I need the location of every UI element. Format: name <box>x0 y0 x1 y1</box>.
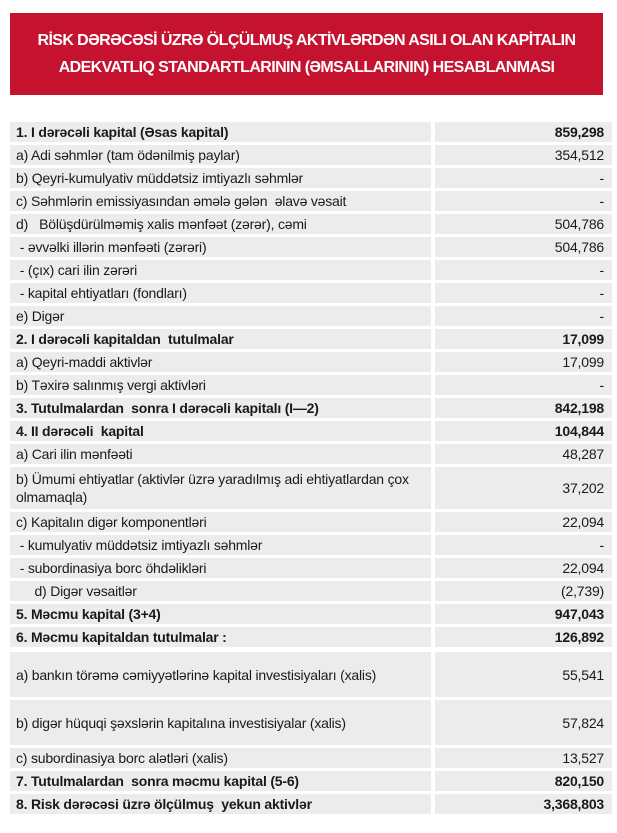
row-value: 13,527 <box>435 748 612 768</box>
table-row: c) subordinasiya borc alətləri (xalis) 1… <box>10 748 612 768</box>
row-label: 5. Məcmu kapital (3+4) <box>10 604 431 624</box>
row-value: 57,824 <box>435 700 612 745</box>
table-row: - kapital ehtiyatları (fondları) - <box>10 283 612 303</box>
row-label: b) Təxirə salınmış vergi aktivləri <box>10 375 431 395</box>
table-row: c) Kapitalın digər komponentləri 22,094 <box>10 512 612 532</box>
report-title-line1: RİSK DƏRƏCƏSİ ÜZRƏ ÖLÇÜLMUŞ AKTİVLƏRDƏN … <box>37 32 577 49</box>
row-label: a) Qeyri-maddi aktivlər <box>10 352 431 372</box>
row-label: c) Səhmlərin emissiyasından əmələ gələn … <box>10 191 431 211</box>
row-label: a) Cari ilin mənfəəti <box>10 444 431 464</box>
row-value: 859,298 <box>435 122 612 142</box>
row-label: b) Qeyri-kumulyativ müddətsiz imtiyazlı … <box>10 168 431 188</box>
table-row: 7. Tutulmalardan sonra məcmu kapital (5-… <box>10 771 612 791</box>
row-label: a) bankın törəmə cəmiyyətlərinə kapital … <box>10 652 431 697</box>
table-row: b) Ümumi ehtiyatlar (aktivlər üzrə yarad… <box>10 467 612 509</box>
row-label: e) Digər <box>10 306 431 326</box>
table-row: c) Səhmlərin emissiyasından əmələ gələn … <box>10 191 612 211</box>
row-value: - <box>435 168 612 188</box>
row-value: - <box>435 306 612 326</box>
row-label: c) subordinasiya borc alətləri (xalis) <box>10 748 431 768</box>
table-row: d) Bölüşdürülməmiş xalis mənfəət (zərər)… <box>10 214 612 234</box>
table-row: a) Qeyri-maddi aktivlər 17,099 <box>10 352 612 372</box>
row-label: 3. Tutulmalardan sonra I dərəcəli kapita… <box>10 398 431 418</box>
row-value: 37,202 <box>435 467 612 509</box>
row-label: d) Digər vəsaitlər <box>10 581 431 601</box>
row-value: 126,892 <box>435 627 612 647</box>
table-row: 6. Məcmu kapitaldan tutulmalar : 126,892 <box>10 627 612 647</box>
row-label: a) Adi səhmlər (tam ödənilmiş paylar) <box>10 145 431 165</box>
row-label: d) Bölüşdürülməmiş xalis mənfəət (zərər)… <box>10 214 431 234</box>
row-value: 842,198 <box>435 398 612 418</box>
row-label: 1. I dərəcəli kapital (Əsas kapital) <box>10 122 431 142</box>
row-label: 8. Risk dərəcəsi üzrə ölçülmuş yekun akt… <box>10 794 431 814</box>
table-row: - subordinasiya borc öhdəlikləri 22,094 <box>10 558 612 578</box>
row-value: 354,512 <box>435 145 612 165</box>
row-label: c) Kapitalın digər komponentləri <box>10 512 431 532</box>
row-value: - <box>435 283 612 303</box>
row-label: 2. I dərəcəli kapitaldan tutulmalar <box>10 329 431 349</box>
row-label: - kapital ehtiyatları (fondları) <box>10 283 431 303</box>
row-value: - <box>435 535 612 555</box>
table-row: - kumulyativ müddətsiz imtiyazlı səhmlər… <box>10 535 612 555</box>
table-row: 3. Tutulmalardan sonra I dərəcəli kapita… <box>10 398 612 418</box>
table-row: b) Təxirə salınmış vergi aktivləri - <box>10 375 612 395</box>
row-label: - (çıx) cari ilin zərəri <box>10 260 431 280</box>
row-label: 6. Məcmu kapitaldan tutulmalar : <box>10 627 431 647</box>
table-row: a) Adi səhmlər (tam ödənilmiş paylar) 35… <box>10 145 612 165</box>
capital-table: 1. I dərəcəli kapital (Əsas kapital) 859… <box>10 122 612 814</box>
row-label: b) Ümumi ehtiyatlar (aktivlər üzrə yarad… <box>10 467 431 509</box>
table-row: b) digər hüquqi şəxslərin kapitalına inv… <box>10 700 612 745</box>
row-value: 504,786 <box>435 237 612 257</box>
row-label: - kumulyativ müddətsiz imtiyazlı səhmlər <box>10 535 431 555</box>
row-value: 55,541 <box>435 652 612 697</box>
table-row: - əvvəlki illərin mənfəəti (zərəri) 504,… <box>10 237 612 257</box>
row-value: 504,786 <box>435 214 612 234</box>
row-value: (2,739) <box>435 581 612 601</box>
row-value: 820,150 <box>435 771 612 791</box>
row-value: 104,844 <box>435 421 612 441</box>
table-row: e) Digər - <box>10 306 612 326</box>
row-label: 7. Tutulmalardan sonra məcmu kapital (5-… <box>10 771 431 791</box>
row-value: 22,094 <box>435 558 612 578</box>
row-value: - <box>435 191 612 211</box>
table-row: d) Digər vəsaitlər (2,739) <box>10 581 612 601</box>
table-row: 2. I dərəcəli kapitaldan tutulmalar 17,0… <box>10 329 612 349</box>
report-title-line2: ADEKVATLIQ STANDARTLARININ (ƏMSALLARININ… <box>58 59 555 76</box>
title-banner: RİSK DƏRƏCƏSİ ÜZRƏ ÖLÇÜLMUŞ AKTİVLƏRDƏN … <box>10 13 603 95</box>
table-row: a) Cari ilin mənfəəti 48,287 <box>10 444 612 464</box>
row-value: 17,099 <box>435 352 612 372</box>
row-value: 947,043 <box>435 604 612 624</box>
table-row: 8. Risk dərəcəsi üzrə ölçülmuş yekun akt… <box>10 794 612 814</box>
table-row: 5. Məcmu kapital (3+4) 947,043 <box>10 604 612 624</box>
table-row: a) bankın törəmə cəmiyyətlərinə kapital … <box>10 652 612 697</box>
row-value: - <box>435 375 612 395</box>
row-value: - <box>435 260 612 280</box>
row-value: 17,099 <box>435 329 612 349</box>
row-label: 4. II dərəcəli kapital <box>10 421 431 441</box>
row-label: b) digər hüquqi şəxslərin kapitalına inv… <box>10 700 431 745</box>
table-row: b) Qeyri-kumulyativ müddətsiz imtiyazlı … <box>10 168 612 188</box>
row-value: 48,287 <box>435 444 612 464</box>
row-label: - əvvəlki illərin mənfəəti (zərəri) <box>10 237 431 257</box>
capital-adequacy-report: RİSK DƏRƏCƏSİ ÜZRƏ ÖLÇÜLMUŞ AKTİVLƏRDƏN … <box>0 13 617 833</box>
table-row: - (çıx) cari ilin zərəri - <box>10 260 612 280</box>
row-value: 22,094 <box>435 512 612 532</box>
row-label: - subordinasiya borc öhdəlikləri <box>10 558 431 578</box>
row-value: 3,368,803 <box>435 794 612 814</box>
table-row: 4. II dərəcəli kapital 104,844 <box>10 421 612 441</box>
table-row: 1. I dərəcəli kapital (Əsas kapital) 859… <box>10 122 612 142</box>
